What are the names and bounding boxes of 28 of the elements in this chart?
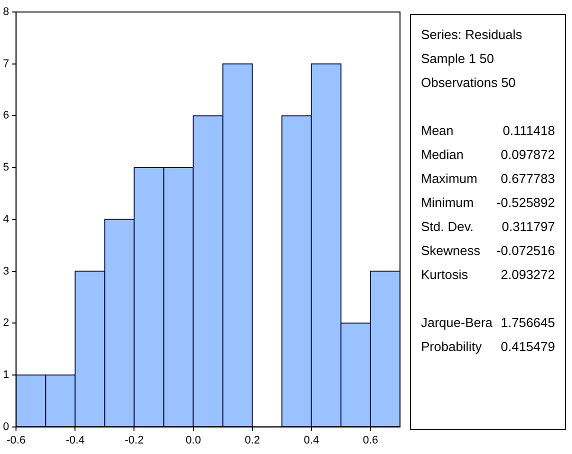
text: Skewness -0.072516 — [421, 243, 555, 258]
y-tick-label: 0 — [2, 420, 10, 433]
text: Probability 0.415479 — [421, 339, 555, 354]
x-tick-label: 0.0 — [186, 434, 201, 446]
text: Jarque-Bera 1.756645 — [421, 314, 555, 332]
text: Series: Residuals — [421, 26, 522, 44]
y-tick-label: 1 — [2, 368, 10, 381]
y-tick-label: 2 — [2, 317, 10, 330]
text: Sample 1 50 — [421, 50, 494, 68]
x-tick-label: -0.4 — [66, 434, 85, 446]
y-tick-label: 4 — [2, 213, 10, 226]
y-tick-label: 8 — [2, 6, 10, 18]
text: Std. Dev. 0.311797 — [421, 219, 555, 234]
text: Median 0.097872 — [421, 147, 555, 162]
x-tick-label: -0.6 — [6, 434, 26, 446]
text: Mean 0.111418 — [421, 123, 555, 138]
text: Observations 50 — [421, 74, 516, 92]
y-tick-label: 3 — [2, 265, 10, 278]
text: Minimum -0.525892 — [421, 195, 555, 210]
x-tick-label: 0.4 — [304, 434, 320, 446]
y-tick-label: 7 — [2, 58, 10, 70]
text: Kurtosis 2.093272 — [421, 267, 555, 282]
x-tick-label: 0.6 — [362, 434, 378, 446]
x-tick-label: 0.2 — [244, 434, 260, 446]
y-tick-label: 6 — [2, 110, 10, 122]
x-tick-label: -0.2 — [124, 434, 144, 446]
text: Maximum 0.677783 — [421, 171, 555, 186]
y-tick-label: 5 — [2, 162, 10, 174]
